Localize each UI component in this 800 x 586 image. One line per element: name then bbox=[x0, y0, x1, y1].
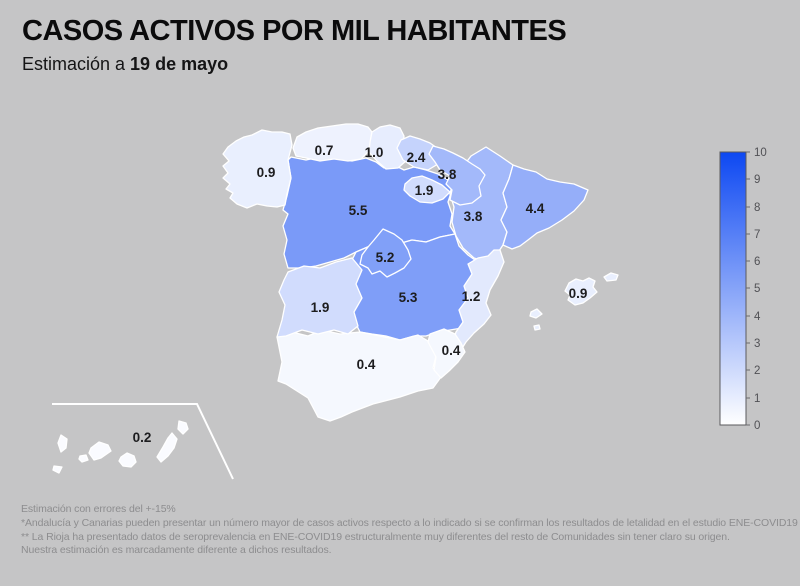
footnote-line: ** La Rioja ha presentado datos de serop… bbox=[21, 530, 730, 543]
colorbar-tick-7: 7 bbox=[754, 229, 760, 241]
label-comunidad-valenciana: 1.2 bbox=[462, 289, 481, 304]
colorbar: 0 1 2 3 4 5 6 7 8 9 10 bbox=[719, 147, 767, 432]
label-la-rioja: 1.9 bbox=[415, 183, 434, 198]
subtitle-date: 19 de mayo bbox=[130, 53, 229, 74]
region-galicia[interactable] bbox=[222, 129, 293, 209]
island-tenerife[interactable] bbox=[88, 441, 112, 461]
footnote-line: Estimación con errores del +-15% bbox=[21, 503, 176, 515]
label-castilla-la-mancha: 5.3 bbox=[399, 290, 418, 305]
region-navarra[interactable] bbox=[428, 145, 486, 206]
colorbar-gradient bbox=[719, 151, 747, 426]
colorbar-tick-2: 2 bbox=[754, 365, 760, 377]
footnote-line: *Andalucía y Canarias pueden presentar u… bbox=[21, 516, 798, 529]
colorbar-tick-1: 1 bbox=[754, 393, 760, 405]
colorbar-tick-labels: 0 1 2 3 4 5 6 7 8 9 10 bbox=[754, 147, 767, 432]
label-madrid: 5.2 bbox=[376, 250, 395, 265]
region-extremadura[interactable] bbox=[276, 257, 363, 338]
colorbar-tick-4: 4 bbox=[754, 311, 761, 323]
subtitle-prefix: Estimación a bbox=[22, 53, 131, 74]
colorbar-tick-0: 0 bbox=[754, 420, 760, 432]
island-la-gomera[interactable] bbox=[78, 454, 89, 463]
island-ibiza[interactable] bbox=[529, 308, 543, 319]
island-fuerteventura[interactable] bbox=[156, 432, 178, 463]
island-el-hierro[interactable] bbox=[52, 465, 63, 474]
region-canarias[interactable] bbox=[52, 420, 189, 474]
island-gran-canaria[interactable] bbox=[118, 452, 137, 468]
island-formentera[interactable] bbox=[533, 324, 541, 331]
region-la-rioja[interactable] bbox=[403, 175, 451, 204]
page-title: CASOS ACTIVOS POR MIL HABITANTES bbox=[22, 15, 567, 47]
page-subtitle: Estimación a 19 de mayo bbox=[22, 54, 566, 75]
colorbar-tick-9: 9 bbox=[754, 174, 760, 186]
region-cataluna[interactable] bbox=[500, 164, 589, 250]
region-murcia[interactable] bbox=[427, 328, 466, 379]
footnote-line: Nuestra estimación es marcadamente difer… bbox=[21, 544, 332, 557]
label-galicia: 0.9 bbox=[257, 165, 276, 180]
region-baleares[interactable] bbox=[529, 272, 619, 331]
colorbar-tick-3: 3 bbox=[754, 338, 760, 350]
colorbar-tick-10: 10 bbox=[754, 147, 767, 159]
label-canarias: 0.2 bbox=[133, 430, 152, 445]
label-castilla-y-leon: 5.5 bbox=[349, 203, 368, 218]
island-la-palma[interactable] bbox=[57, 434, 68, 453]
colorbar-tick-8: 8 bbox=[754, 202, 760, 214]
region-andalucia[interactable] bbox=[276, 329, 442, 422]
island-lanzarote[interactable] bbox=[177, 420, 189, 435]
colorbar-tick-6: 6 bbox=[754, 256, 760, 268]
colorbar-ticks bbox=[746, 151, 750, 426]
colorbar-tick-5: 5 bbox=[754, 283, 760, 295]
label-extremadura: 1.9 bbox=[311, 300, 330, 315]
canarias-inset-frame bbox=[52, 403, 234, 480]
island-mallorca[interactable] bbox=[564, 277, 598, 306]
label-andalucia: 0.4 bbox=[357, 357, 376, 372]
label-navarra: 3.8 bbox=[438, 167, 457, 182]
label-pais-vasco: 2.4 bbox=[407, 150, 426, 165]
region-madrid[interactable] bbox=[359, 228, 412, 278]
region-value-labels: 5.5 3.8 5.3 0.4 1.9 4.4 1.2 0.4 0.9 0.7 … bbox=[133, 143, 588, 445]
label-cantabria: 1.0 bbox=[365, 145, 384, 160]
label-aragon: 3.8 bbox=[464, 209, 483, 224]
footnotes: Estimación con errores del +-15% *Andalu… bbox=[21, 503, 798, 558]
label-murcia: 0.4 bbox=[442, 343, 461, 358]
label-asturias: 0.7 bbox=[315, 143, 334, 158]
header: CASOS ACTIVOS POR MIL HABITANTES Estimac… bbox=[22, 15, 567, 75]
island-menorca[interactable] bbox=[603, 272, 619, 282]
label-cataluna: 4.4 bbox=[526, 201, 545, 216]
label-baleares: 0.9 bbox=[569, 286, 588, 301]
